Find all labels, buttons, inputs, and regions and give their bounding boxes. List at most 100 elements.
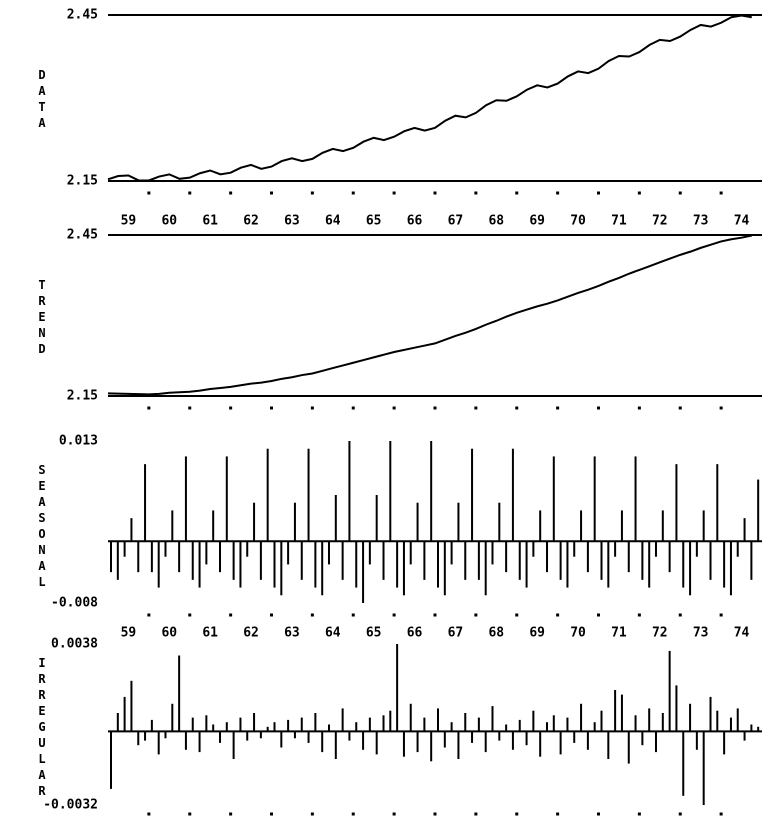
bar [750, 724, 753, 732]
bar [689, 541, 692, 596]
bar [716, 464, 719, 542]
bar [198, 541, 201, 588]
bar [178, 655, 181, 732]
bar [648, 541, 651, 588]
x-tick-label: 61 [202, 214, 218, 229]
bar [668, 650, 671, 732]
x-tick-dot [637, 613, 641, 617]
x-tick-dot [229, 191, 233, 195]
bar [198, 731, 201, 753]
bar [709, 696, 712, 732]
bar [341, 541, 344, 580]
x-tick-label: 63 [284, 626, 300, 641]
x-tick-label: 64 [325, 214, 341, 229]
x-tick-dot [474, 812, 478, 816]
x-tick-label: 59 [121, 214, 137, 229]
bar [614, 541, 617, 557]
bar [246, 541, 249, 557]
bar [327, 724, 330, 732]
bar [273, 541, 276, 588]
x-tick-dot [310, 191, 314, 195]
x-tick-label: 64 [325, 626, 341, 641]
x-tick-label: 74 [734, 626, 750, 641]
x-tick-dot [147, 812, 151, 816]
bar [505, 724, 508, 732]
x-tick-label: 72 [652, 214, 668, 229]
bar [627, 731, 630, 764]
x-tick-dot [719, 406, 723, 410]
x-tick-label: 62 [243, 626, 259, 641]
bar [362, 731, 365, 750]
x-tick-dot [637, 406, 641, 410]
x-tick-dot [270, 812, 273, 816]
x-tick-label: 71 [611, 626, 627, 641]
x-tick-dot [147, 406, 151, 410]
bar [430, 441, 433, 542]
bar [668, 541, 671, 573]
bar [150, 719, 153, 732]
bar [593, 456, 596, 542]
bar [443, 731, 446, 748]
line [107, 14, 752, 182]
bar [757, 726, 760, 732]
bar [525, 731, 528, 746]
x-tick-dot [474, 191, 478, 195]
bar [130, 680, 133, 732]
x-tick-label: 69 [529, 626, 545, 641]
bar [110, 731, 112, 789]
bar [137, 541, 140, 573]
bar [259, 731, 262, 739]
x-tick-dot [433, 613, 437, 617]
bar [348, 731, 351, 741]
x-tick-dot [351, 812, 355, 816]
bar [457, 502, 460, 542]
x-tick-label: 66 [407, 626, 423, 641]
bar [123, 541, 126, 557]
bar [682, 731, 685, 796]
x-tick-label: 70 [570, 626, 586, 641]
bar [327, 541, 330, 565]
bar [293, 502, 296, 542]
bar [239, 541, 242, 588]
bar [239, 717, 242, 732]
bar [314, 713, 317, 732]
bar [116, 713, 119, 732]
x-tick-dot [719, 613, 723, 617]
x-tick-label: 69 [529, 214, 545, 229]
bar [321, 541, 324, 596]
bar [225, 456, 228, 542]
bar [375, 495, 378, 542]
x-tick-dot [188, 406, 192, 410]
x-tick-label: 67 [448, 214, 464, 229]
bar [437, 708, 439, 732]
bar [389, 710, 392, 732]
x-tick-label: 71 [611, 214, 627, 229]
bar [525, 541, 528, 588]
bar [559, 541, 562, 580]
bar [573, 731, 576, 743]
bar [600, 541, 603, 580]
bar [443, 541, 446, 596]
bar [757, 479, 760, 542]
bar [219, 731, 222, 743]
bar [532, 710, 535, 732]
bar [355, 541, 358, 588]
bar [191, 541, 194, 580]
bar [150, 541, 153, 573]
bar [450, 541, 453, 565]
bar [593, 722, 596, 732]
bar [641, 541, 644, 580]
bar [552, 715, 555, 732]
line [107, 234, 752, 396]
x-tick-label: 65 [366, 214, 382, 229]
x-tick-dot [515, 812, 519, 816]
bar [546, 722, 549, 732]
bar [259, 541, 262, 580]
bar [368, 717, 371, 732]
bar [634, 715, 637, 732]
bar [396, 644, 399, 732]
bar [396, 541, 399, 588]
bar [375, 731, 378, 755]
bar [314, 541, 317, 588]
